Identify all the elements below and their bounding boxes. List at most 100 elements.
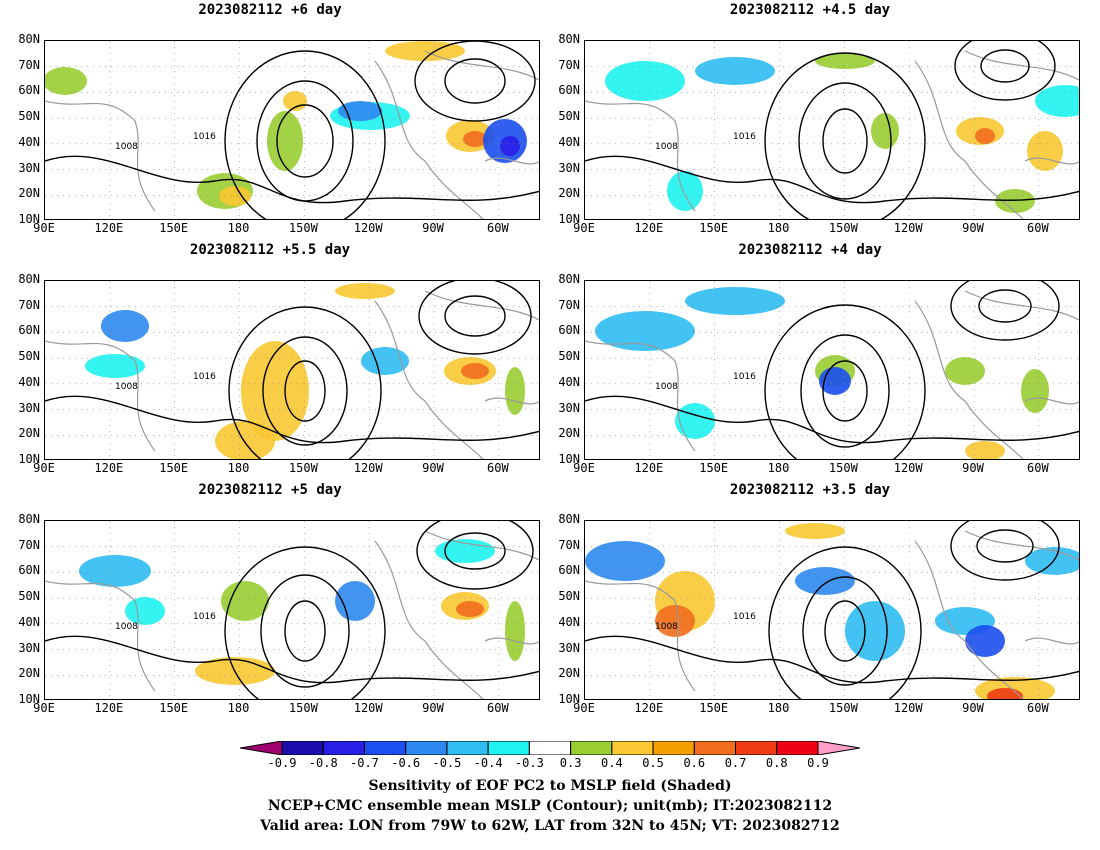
shaded-sensitivity-region <box>871 113 899 149</box>
caption-line-2: NCEP+CMC ensemble mean MSLP (Contour); u… <box>267 798 833 814</box>
mslp-contour <box>262 336 348 446</box>
map-canvas: 1016 1008 <box>45 521 539 699</box>
colorbar-tick-label: -0.3 <box>514 756 544 770</box>
longitude-label: 150E <box>699 461 729 475</box>
longitude-label: 120E <box>634 701 664 715</box>
coastline <box>914 60 1024 219</box>
caption-line-1: Sensitivity of EOF PC2 to MSLP field (Sh… <box>368 778 732 794</box>
latitude-label: 50N <box>18 349 40 364</box>
shaded-sensitivity-region <box>1021 369 1049 413</box>
longitude-label: 180 <box>227 701 250 715</box>
map-frame: 1016 1008 <box>44 280 540 460</box>
longitude-label: 180 <box>227 221 250 235</box>
mslp-contour <box>45 155 539 204</box>
mslp-contour <box>260 574 350 688</box>
longitude-label: 150W <box>288 701 318 715</box>
latitude-label: 70N <box>18 297 40 312</box>
shaded-sensitivity-region <box>585 541 665 581</box>
panel-title: 2023082112 +4.5 day <box>729 2 891 18</box>
map-panel-5: 2023082112 +5 day 1016 1008 80N 70N 60N 50N 40… <box>0 480 540 720</box>
colorbar-segment <box>446 740 489 756</box>
latitude-label: 10N <box>558 692 580 706</box>
caption-line-3: Valid area: LON from 79W to 62W, LAT fro… <box>260 818 840 834</box>
latitude-label: 60N <box>18 323 40 338</box>
panel-title: 2023082112 +4 day <box>738 242 882 258</box>
contour-label: 1008 <box>655 142 678 152</box>
shaded-sensitivity-region <box>85 354 145 378</box>
latitude-label: 50N <box>558 589 580 604</box>
map-frame: 1016 1008 <box>44 520 540 700</box>
shaded-sensitivity-region <box>815 53 875 69</box>
colorbar-tick-label: 0.6 <box>683 756 706 770</box>
colorbar-tick-label: -0.5 <box>432 756 462 770</box>
colorbar-tick-label: -0.6 <box>391 756 421 770</box>
map-frame: 1016 1008 <box>584 520 1080 700</box>
latitude-label: 20N <box>558 666 580 681</box>
map-canvas: 1016 1008 <box>45 41 539 219</box>
coastline <box>374 540 484 699</box>
shaded-sensitivity-region <box>267 111 303 171</box>
latitude-label: 80N <box>558 512 580 526</box>
mslp-contour <box>585 395 1079 444</box>
coastline <box>964 290 1079 321</box>
latitude-label: 80N <box>18 32 40 46</box>
mslp-contour <box>954 41 1056 101</box>
contour-label: 1008 <box>115 142 138 152</box>
colorbar <box>239 740 861 756</box>
latitude-label: 60N <box>18 563 40 578</box>
shaded-sensitivity-region <box>1025 547 1079 575</box>
longitude-label: 90W <box>962 461 984 475</box>
longitude-label: 120E <box>634 221 664 235</box>
mslp-contour <box>764 304 926 459</box>
latitude-label: 80N <box>18 512 40 526</box>
latitude-label: 30N <box>18 640 40 655</box>
panel-title: 2023082112 +5.5 day <box>189 242 351 258</box>
map-panel-4: 2023082112 +4 day 1016 1008 80N 70N 60N 50N 40… <box>540 240 1080 480</box>
mslp-contour <box>284 600 326 662</box>
latitude-label: 10N <box>558 212 580 226</box>
latitude-label: 20N <box>18 186 40 201</box>
longitude-label: 90E <box>573 701 595 715</box>
latitude-label: 20N <box>18 426 40 441</box>
longitude-label: 60W <box>487 461 509 475</box>
longitude-label: 120E <box>94 461 124 475</box>
coastline <box>45 580 156 692</box>
mslp-contour <box>950 281 1060 341</box>
shaded-sensitivity-region <box>500 136 520 156</box>
shaded-sensitivity-region <box>995 189 1035 213</box>
shaded-sensitivity-region <box>965 441 1005 459</box>
latitude-label: 80N <box>18 272 40 286</box>
longitude-label: 60W <box>487 701 509 715</box>
latitude-label: 20N <box>558 426 580 441</box>
longitude-label: 60W <box>1027 461 1049 475</box>
coastline <box>585 340 696 452</box>
latitude-label: 30N <box>18 160 40 175</box>
longitude-label: 150E <box>699 701 729 715</box>
colorbar-segment <box>570 740 613 756</box>
latitude-label: 60N <box>558 323 580 338</box>
colorbar-segment <box>487 740 530 756</box>
longitude-label: 120W <box>353 701 383 715</box>
map-frame: 1016 1008 <box>584 280 1080 460</box>
colorbar-segment <box>528 740 572 756</box>
latitude-label: 10N <box>558 452 580 466</box>
latitude-label: 40N <box>558 614 580 629</box>
colorbar-tick-label: 0.9 <box>807 756 829 770</box>
latitude-label: 70N <box>558 537 580 552</box>
longitude-label: 150W <box>828 701 858 715</box>
colorbar-tick-label: -0.9 <box>267 756 297 770</box>
latitude-label: 10N <box>18 212 40 226</box>
mslp-contour <box>822 108 868 174</box>
latitude-label: 50N <box>18 589 40 604</box>
colorbar-tick-label: -0.4 <box>473 756 503 770</box>
latitude-label: 20N <box>18 666 40 681</box>
longitude-label: 120W <box>893 221 923 235</box>
latitude-label: 40N <box>18 374 40 389</box>
coastline <box>374 300 484 459</box>
map-canvas: 1016 1008 <box>585 41 1079 219</box>
coastline <box>484 637 539 645</box>
latitude-label: 50N <box>18 109 40 124</box>
shaded-sensitivity-region <box>695 57 775 85</box>
shaded-sensitivity-region <box>335 283 395 299</box>
contour-label: 1016 <box>193 612 216 622</box>
